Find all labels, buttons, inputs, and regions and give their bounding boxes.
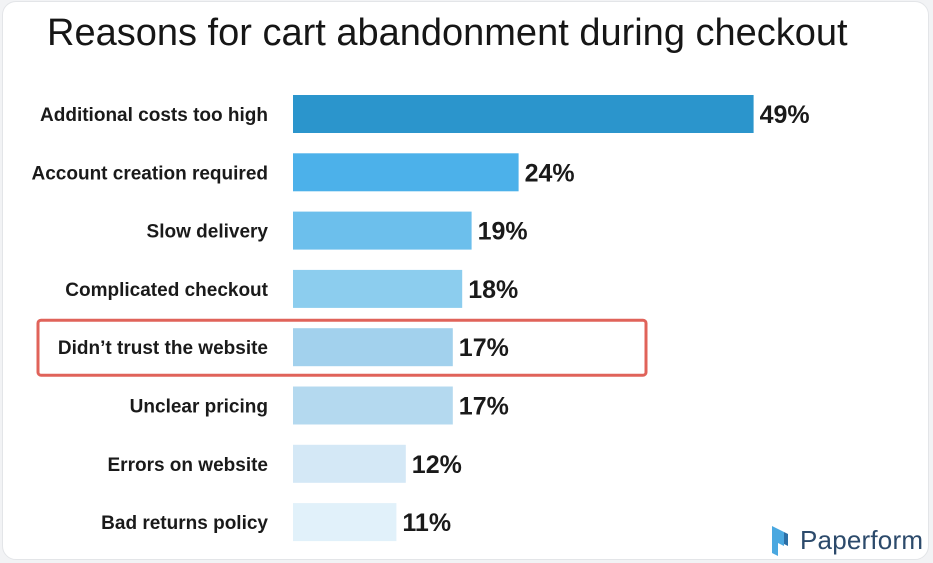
chart-title: Reasons for cart abandonment during chec… <box>47 12 848 54</box>
brand: Paperform <box>770 522 923 558</box>
value-label: 17% <box>459 334 509 362</box>
bar-chart: Additional costs too high 49% Account crea… <box>32 95 810 542</box>
bar-slow-delivery <box>293 211 472 250</box>
value-label: 12% <box>412 451 462 479</box>
value-label: 49% <box>760 101 810 129</box>
highlight-box <box>36 318 648 377</box>
bar-errors-on-website <box>293 444 406 483</box>
category-label: Complicated checkout <box>65 280 268 301</box>
bar-unclear-pricing <box>293 386 453 425</box>
brand-name: Paperform <box>800 524 924 555</box>
category-label: Unclear pricing <box>130 397 268 418</box>
category-label: Account creation required <box>32 163 269 184</box>
category-label: Errors on website <box>108 455 269 476</box>
value-label: 19% <box>478 218 528 246</box>
bar-complicated-checkout <box>293 269 463 308</box>
bar-bad-returns-policy <box>293 503 397 542</box>
bar-account-creation-required <box>293 153 519 192</box>
value-label: 17% <box>459 393 509 421</box>
value-label: 18% <box>468 276 518 304</box>
category-label: Bad returns policy <box>101 513 268 534</box>
paperform-logo-icon <box>772 526 788 556</box>
bar-didn-t-trust-the-website <box>293 328 453 367</box>
value-label: 24% <box>525 159 575 187</box>
category-label: Additional costs too high <box>40 105 268 126</box>
value-label: 11% <box>402 509 451 537</box>
category-label: Didn’t trust the website <box>58 338 268 359</box>
bar-additional-costs-too-high <box>293 95 754 133</box>
category-label: Slow delivery <box>147 222 269 243</box>
